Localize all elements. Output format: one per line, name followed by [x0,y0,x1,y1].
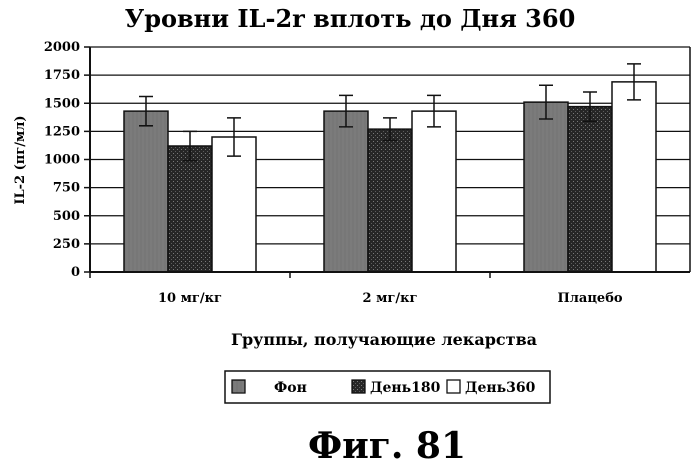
bar-3-3 [611,81,657,273]
legend-swatch-1 [231,379,246,394]
legend-label-1: Фон [274,380,307,396]
legend-box [224,370,551,404]
category-label: 10 мг/кг [158,291,222,306]
x-axis-label: Группы, получающие лекарства [231,330,537,349]
bar-1-2 [323,110,369,273]
bar-1-1 [123,110,169,273]
legend-label-2: День180 [370,380,441,396]
legend-swatch-3 [446,379,461,394]
y-tick-label: 1500 [44,96,80,111]
category-label: Плацебо [557,291,622,306]
chart-title: Уровни IL-2r вплоть до Дня 360 [125,4,576,33]
y-tick-label: 2000 [44,40,80,55]
error-bars [139,63,641,162]
bar-1-3 [523,101,569,273]
legend-label-3: День360 [465,380,536,396]
bar-3-1 [211,136,257,273]
y-tick-label: 1750 [44,68,80,83]
y-axis-label: IL-2 (пг/мл) [13,115,28,204]
bar-2-2 [367,128,413,273]
legend: Фон День180 День360 [231,379,536,396]
y-tick-label: 1250 [44,124,80,139]
bar-3-2 [411,110,457,273]
bar-2-1 [167,145,213,273]
category-labels: 10 мг/кг 2 мг/кг Плацебо [89,272,623,306]
y-axis-ticks: 0 250 500 750 1000 1250 1500 1750 2000 [44,40,90,280]
figure-caption: Фиг. 81 [308,425,466,466]
y-tick-label: 1000 [44,153,80,168]
y-tick-label: 250 [53,237,80,252]
category-label: 2 мг/кг [363,291,418,306]
y-tick-label: 500 [53,209,80,224]
legend-swatch-2 [351,379,366,394]
bar-2-3 [567,105,613,273]
bars [123,81,657,273]
y-tick-label: 750 [53,181,80,196]
y-tick-label: 0 [71,265,80,280]
